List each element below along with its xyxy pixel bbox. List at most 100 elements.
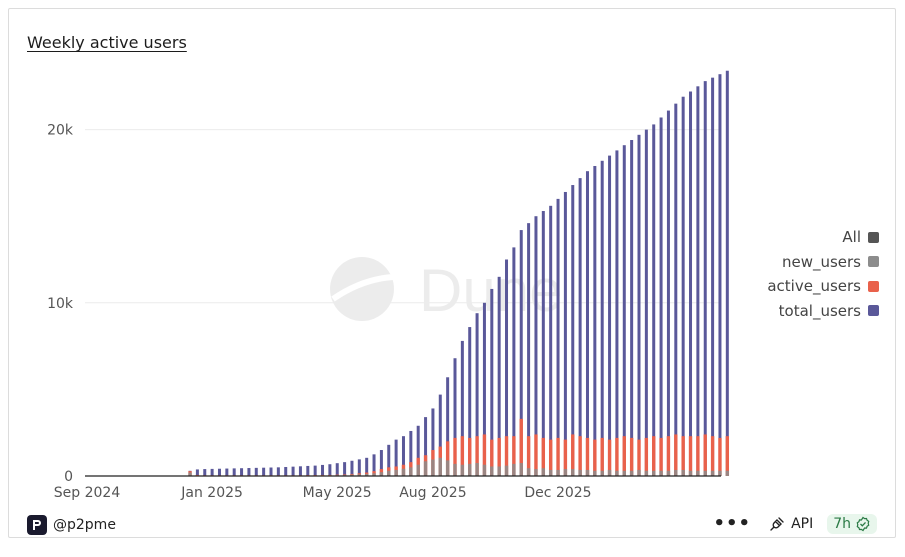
- legend-item-active-users[interactable]: active_users: [767, 274, 879, 299]
- bar-new_users[interactable]: [607, 469, 612, 476]
- bar-active_users[interactable]: [659, 437, 663, 476]
- bar-total_users[interactable]: [637, 134, 641, 476]
- api-button[interactable]: API: [769, 516, 813, 532]
- bar-new_users[interactable]: [512, 463, 516, 476]
- bar-active_users[interactable]: [519, 418, 523, 476]
- bar-active_users[interactable]: [681, 436, 685, 476]
- bar-new_users[interactable]: [666, 470, 671, 476]
- bar-total_users[interactable]: [291, 466, 295, 476]
- bar-new_users[interactable]: [416, 464, 420, 476]
- bar-active_users[interactable]: [548, 439, 553, 476]
- bar-active_users[interactable]: [468, 437, 472, 476]
- bar-new_users[interactable]: [431, 459, 435, 476]
- bar-active_users[interactable]: [615, 437, 619, 476]
- bar-total_users[interactable]: [328, 464, 332, 476]
- bar-total_users[interactable]: [497, 276, 501, 476]
- bar-total_users[interactable]: [644, 129, 648, 476]
- bar-active_users[interactable]: [490, 439, 494, 476]
- bar-new_users[interactable]: [556, 469, 560, 476]
- bar-active_users[interactable]: [652, 436, 656, 476]
- bar-new_users[interactable]: [475, 463, 479, 476]
- bar-total_users[interactable]: [321, 464, 325, 476]
- bar-total_users[interactable]: [335, 463, 339, 476]
- bar-new_users[interactable]: [394, 469, 398, 476]
- bar-total_users[interactable]: [534, 216, 538, 476]
- bar-new_users[interactable]: [563, 469, 568, 476]
- bar-new_users[interactable]: [188, 472, 192, 476]
- refresh-badge[interactable]: 7h: [827, 513, 877, 534]
- bar-new_users[interactable]: [372, 473, 376, 476]
- bar-total_users[interactable]: [585, 171, 589, 476]
- bar-new_users[interactable]: [387, 470, 391, 476]
- bar-total_users[interactable]: [240, 468, 244, 476]
- bar-active_users[interactable]: [644, 437, 649, 476]
- bar-new_users[interactable]: [548, 469, 553, 476]
- bar-active_users[interactable]: [571, 434, 575, 476]
- bar-total_users[interactable]: [269, 467, 273, 476]
- bar-total_users[interactable]: [681, 96, 685, 477]
- bar-total_users[interactable]: [350, 460, 354, 476]
- bar-new_users[interactable]: [445, 460, 450, 476]
- bar-new_users[interactable]: [718, 470, 722, 476]
- bar-active_users[interactable]: [556, 437, 560, 476]
- bar-new_users[interactable]: [401, 468, 406, 476]
- bar-new_users[interactable]: [578, 469, 582, 476]
- bar-new_users[interactable]: [534, 469, 538, 476]
- bar-new_users[interactable]: [409, 467, 413, 476]
- bar-total_users[interactable]: [313, 465, 317, 476]
- bar-new_users[interactable]: [423, 461, 428, 476]
- bar-new_users[interactable]: [703, 470, 707, 476]
- bar-active_users[interactable]: [593, 439, 597, 476]
- bar-total_users[interactable]: [541, 211, 545, 476]
- bar-new_users[interactable]: [681, 469, 685, 476]
- bar-active_users[interactable]: [541, 437, 546, 476]
- author-name[interactable]: @p2pme: [53, 517, 116, 533]
- bar-total_users[interactable]: [372, 454, 376, 476]
- bar-total_users[interactable]: [630, 140, 634, 476]
- bar-active_users[interactable]: [482, 434, 487, 476]
- bar-total_users[interactable]: [460, 340, 464, 476]
- bar-new_users[interactable]: [593, 470, 597, 476]
- bar-total_users[interactable]: [446, 377, 450, 476]
- bar-new_users[interactable]: [497, 466, 501, 476]
- bar-active_users[interactable]: [497, 437, 501, 476]
- bar-total_users[interactable]: [262, 467, 266, 476]
- bar-active_users[interactable]: [710, 436, 715, 476]
- bar-new_users[interactable]: [674, 469, 678, 476]
- bar-new_users[interactable]: [526, 468, 531, 476]
- bar-new_users[interactable]: [659, 470, 663, 476]
- legend-item-new-users[interactable]: new_users: [767, 250, 879, 275]
- bar-total_users[interactable]: [475, 313, 479, 476]
- bar-total_users[interactable]: [387, 444, 391, 476]
- bar-active_users[interactable]: [563, 439, 568, 476]
- bar-new_users[interactable]: [468, 463, 472, 476]
- bar-total_users[interactable]: [519, 230, 523, 476]
- bar-new_users[interactable]: [688, 470, 693, 476]
- bar-new_users[interactable]: [585, 469, 590, 476]
- bar-total_users[interactable]: [571, 185, 575, 477]
- bar-total_users[interactable]: [593, 165, 597, 477]
- bar-total_users[interactable]: [527, 223, 531, 476]
- bar-total_users[interactable]: [482, 302, 486, 476]
- bar-active_users[interactable]: [696, 436, 700, 476]
- bar-total_users[interactable]: [365, 457, 369, 476]
- bar-active_users[interactable]: [725, 436, 730, 476]
- bar-new_users[interactable]: [519, 463, 523, 476]
- bar-total_users[interactable]: [711, 77, 715, 476]
- bar-total_users[interactable]: [622, 145, 626, 476]
- bar-new_users[interactable]: [725, 470, 730, 476]
- bar-new_users[interactable]: [571, 469, 575, 476]
- bar-total_users[interactable]: [578, 178, 582, 477]
- bar-active_users[interactable]: [703, 434, 707, 476]
- author-block[interactable]: @p2pme: [27, 515, 116, 535]
- bar-new_users[interactable]: [460, 464, 465, 476]
- bar-total_users[interactable]: [225, 468, 229, 476]
- bar-new_users[interactable]: [637, 469, 641, 476]
- bar-total_users[interactable]: [556, 198, 560, 476]
- bar-total_users[interactable]: [424, 417, 428, 476]
- bar-total_users[interactable]: [549, 205, 553, 476]
- bar-total_users[interactable]: [210, 468, 214, 476]
- bar-new_users[interactable]: [615, 470, 619, 476]
- bar-active_users[interactable]: [674, 434, 678, 476]
- bar-active_users[interactable]: [688, 436, 693, 476]
